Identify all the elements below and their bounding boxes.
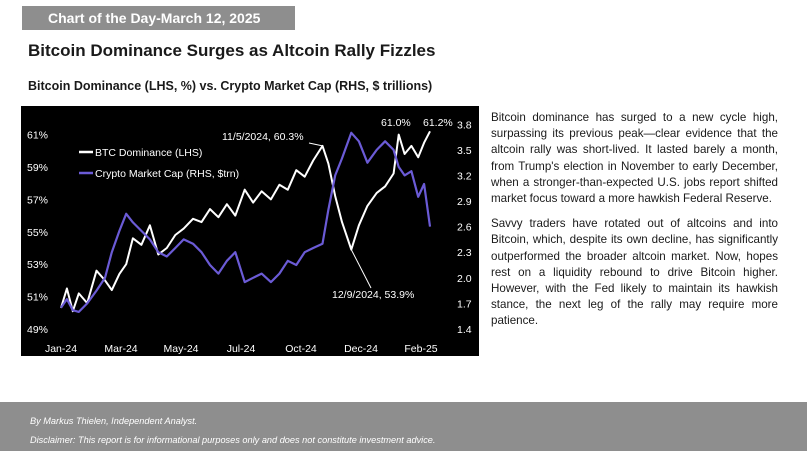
chart-of-the-day-banner: Chart of the Day-March 12, 2025 — [22, 6, 295, 30]
left-axis-tick-label: 51% — [27, 292, 48, 304]
right-axis-tick-label: 2.3 — [457, 247, 472, 259]
author-line: By Markus Thielen, Independent Analyst. — [30, 416, 198, 426]
right-axis-tick-label: 3.2 — [457, 170, 472, 182]
paragraph: Savvy traders have rotated out of altcoi… — [491, 217, 778, 328]
annotation-label: 11/5/2024, 60.3% — [222, 131, 304, 143]
x-axis-tick-label: Mar-24 — [104, 343, 137, 355]
annotation-label: 61.2% — [423, 117, 453, 129]
banner-title: Chart of the Day-March 12, 2025 — [48, 10, 261, 26]
commentary: Bitcoin dominance has surged to a new cy… — [491, 110, 778, 339]
right-axis-tick-label: 3.8 — [457, 119, 472, 131]
right-axis-tick-label: 1.4 — [457, 324, 472, 336]
annotation-label: 12/9/2024, 53.9% — [332, 289, 414, 301]
right-axis-tick-label: 2.9 — [457, 196, 472, 208]
paragraph: Bitcoin dominance has surged to a new cy… — [491, 111, 778, 206]
x-axis-tick-label: Dec-24 — [344, 343, 378, 355]
right-axis-tick-label: 3.5 — [457, 145, 472, 157]
dominance-vs-market-cap-chart: 49% 51% 53% 55% 57% 59% 61% 1.4 1.7 2.0 2.3 2.6 2.9 3… — [27, 117, 472, 355]
chart-subtitle: Bitcoin Dominance (LHS, %) vs. Crypto Ma… — [28, 79, 433, 93]
x-axis-tick-label: Feb-25 — [404, 343, 437, 355]
market-cap-line — [60, 131, 432, 313]
left-axis-tick-label: 57% — [27, 194, 48, 206]
left-axis-tick-label: 55% — [27, 227, 48, 239]
left-axis-tick-label: 53% — [27, 259, 48, 271]
footer: By Markus Thielen, Independent Analyst. … — [0, 402, 807, 451]
x-axis-tick-label: Jul-24 — [227, 343, 256, 355]
x-axis-tick-label: Jan-24 — [45, 343, 77, 355]
right-axis-tick-label: 2.6 — [457, 222, 472, 234]
left-axis-tick-label: 49% — [27, 324, 48, 336]
x-axis-tick-label: May-24 — [163, 343, 198, 355]
right-axis-tick-label: 2.0 — [457, 273, 472, 285]
btc-dominance-line — [60, 130, 431, 313]
headline: Bitcoin Dominance Surges as Altcoin Rall… — [28, 41, 436, 60]
left-axis-tick-label: 61% — [27, 130, 48, 142]
right-axis-tick-label: 1.7 — [457, 298, 472, 310]
disclaimer: Disclaimer: This report is for informati… — [30, 435, 436, 445]
left-axis-tick-label: 59% — [27, 162, 48, 174]
annotation-label: 61.0% — [381, 117, 411, 129]
chart-panel: 49% 51% 53% 55% 57% 59% 61% 1.4 1.7 2.0 2.3 2.6 2.9 3… — [21, 106, 479, 356]
legend-label: BTC Dominance (LHS) — [95, 147, 202, 159]
annotation-leader — [350, 249, 372, 289]
annotation-leader — [308, 142, 323, 147]
x-axis-tick-label: Oct-24 — [285, 343, 317, 355]
legend-label: Crypto Market Cap (RHS, $trn) — [95, 168, 239, 180]
